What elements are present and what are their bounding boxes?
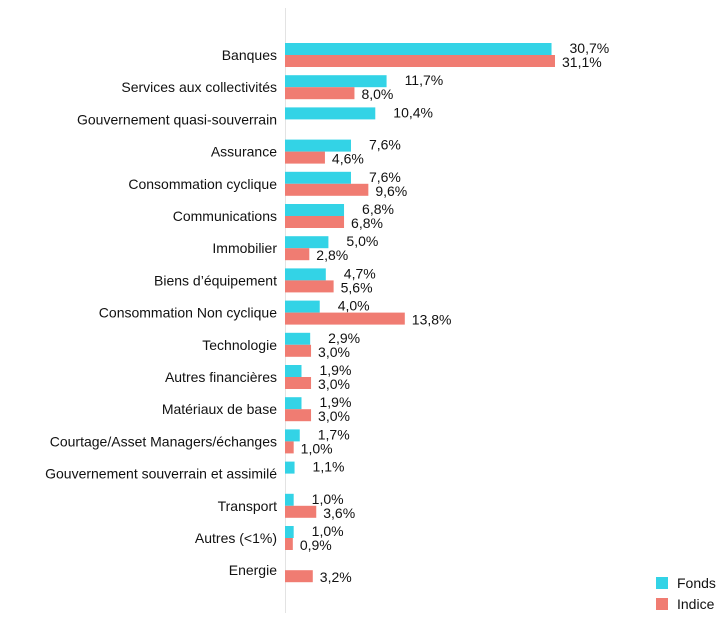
data-label-fonds: 5,0% [346, 233, 378, 249]
bar-indice [285, 248, 310, 261]
data-label-fonds: 10,4% [393, 104, 433, 120]
data-label-fonds: 11,7% [405, 72, 444, 88]
category-label: Gouvernement quasi-souverrain [77, 111, 277, 127]
bar-fonds [285, 365, 302, 377]
data-label-indice: 5,6% [341, 279, 373, 295]
category-label: Banques [222, 47, 277, 63]
category-label: Services aux collectivités [121, 79, 277, 95]
bars-layer [285, 43, 555, 583]
category-label: Consommation Non cyclique [99, 305, 277, 321]
legend-label-indice: Indice [677, 596, 715, 612]
bar-fonds [285, 300, 320, 313]
bar-indice [285, 216, 345, 228]
data-label-indice: 3,2% [320, 569, 352, 585]
category-label: Consommation cyclique [128, 176, 277, 192]
category-label: Assurance [211, 144, 277, 160]
data-label-fonds: 1,0% [312, 523, 344, 539]
category-label: Technologie [202, 337, 277, 353]
data-label-indice: 31,1% [562, 54, 602, 70]
data-label-indice: 9,6% [375, 183, 407, 199]
bar-indice [285, 151, 325, 164]
data-label-fonds: 7,6% [369, 137, 401, 153]
data-label-indice: 8,0% [361, 86, 393, 102]
data-label-fonds: 4,7% [344, 265, 376, 281]
data-label-indice: 4,6% [332, 151, 364, 167]
legend-swatch-indice [656, 598, 668, 610]
bar-indice [285, 55, 555, 67]
category-label: Communications [173, 208, 277, 224]
data-label-fonds: 6,8% [362, 201, 394, 217]
data-label-indice: 3,0% [318, 376, 350, 392]
category-label: Autres (<1%) [195, 530, 277, 546]
category-label: Biens d’équipement [154, 272, 277, 288]
bar-indice [285, 570, 313, 583]
bar-indice [285, 538, 293, 550]
data-label-fonds: 4,0% [338, 298, 370, 314]
data-label-indice: 6,8% [351, 215, 383, 231]
data-label-fonds: 1,9% [319, 394, 351, 410]
data-label-fonds: 1,0% [312, 491, 344, 507]
bar-fonds [285, 429, 300, 442]
bar-indice [285, 377, 312, 389]
bar-fonds [285, 171, 351, 184]
bar-fonds [285, 526, 294, 538]
bar-indice [285, 280, 334, 293]
bar-indice [285, 312, 405, 325]
bar-fonds [285, 332, 311, 345]
bar-indice [285, 409, 312, 422]
bar-fonds [285, 43, 552, 55]
data-label-indice: 0,9% [300, 537, 332, 553]
labels-layer: Banques 30,7%31,1% Services aux collectivi… [45, 40, 609, 585]
bar-indice [285, 87, 355, 100]
data-label-indice: 13,8% [412, 312, 452, 328]
legend-label-fonds: Fonds [677, 575, 716, 591]
data-label-fonds: 7,6% [369, 169, 401, 185]
bar-fonds [285, 493, 294, 506]
data-label-indice: 1,0% [301, 440, 333, 456]
bar-fonds [285, 236, 329, 249]
bar-fonds [285, 461, 295, 474]
bar-indice [285, 505, 317, 518]
bar-fonds [285, 107, 376, 120]
bar-fonds [285, 268, 326, 281]
category-label: Transport [218, 498, 278, 514]
data-label-indice: 3,0% [318, 344, 350, 360]
bar-fonds [285, 397, 302, 410]
category-label: Matériaux de base [162, 401, 277, 417]
data-label-fonds: 1,1% [313, 459, 345, 475]
bar-indice [285, 441, 294, 454]
category-label: Courtage/Asset Managers/échanges [50, 433, 277, 449]
data-label-indice: 3,6% [323, 505, 355, 521]
bar-fonds [285, 139, 351, 152]
legend-swatch-fonds [656, 577, 668, 589]
bar-fonds [285, 204, 345, 216]
bar-fonds [285, 75, 387, 88]
data-label-fonds: 2,9% [328, 330, 360, 346]
bar-indice [285, 344, 312, 357]
data-label-indice: 3,0% [318, 408, 350, 424]
bar-indice [285, 183, 369, 196]
category-label: Gouvernement souverrain et assimilé [45, 466, 277, 482]
category-label: Energie [229, 562, 277, 578]
data-label-fonds: 1,9% [319, 362, 351, 378]
category-label: Immobilier [212, 240, 277, 256]
category-label: Autres financières [165, 369, 277, 385]
data-label-indice: 2,8% [316, 247, 348, 263]
data-label-fonds: 30,7% [570, 40, 610, 56]
data-label-fonds: 1,7% [318, 426, 350, 442]
legend: Fonds Indice [656, 575, 716, 612]
